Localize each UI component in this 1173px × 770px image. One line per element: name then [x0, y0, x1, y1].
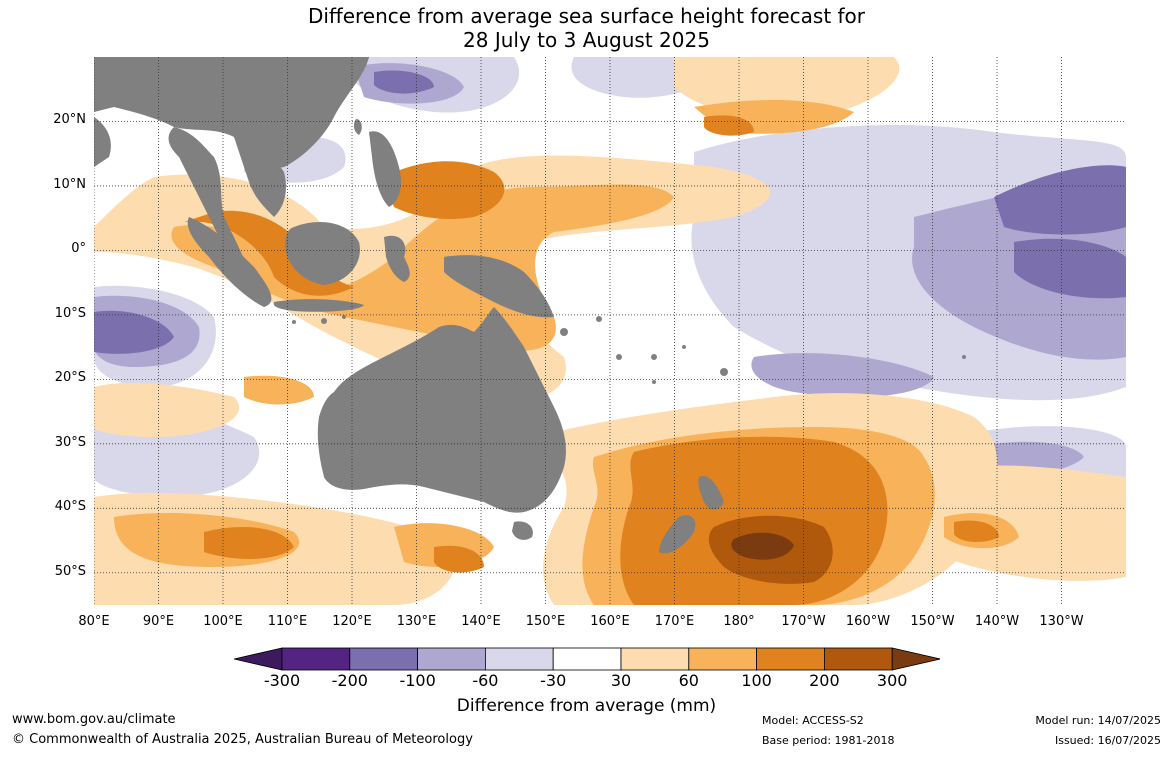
- anomaly-fields: [94, 57, 1126, 605]
- colorbar-tick-label: -300: [263, 671, 301, 690]
- colorbar-segment: [824, 647, 893, 671]
- longitude-tick-label: 160°E: [590, 614, 630, 629]
- longitude-tick-label: 170°W: [781, 614, 826, 629]
- longitude-tick-label: 160°W: [845, 614, 891, 629]
- latitude-tick-label: 30°S: [54, 434, 86, 450]
- colorbar-tick-label: -200: [331, 671, 368, 690]
- colorbar-extend-high: [891, 647, 940, 671]
- colorbar-tick-label: 200: [809, 671, 840, 690]
- colorbar-tick-label: 30: [610, 671, 632, 690]
- colorbar: [234, 647, 940, 671]
- colorbar-segment: [417, 647, 486, 671]
- longitude-tick-label: 140°W: [974, 614, 1020, 629]
- latitude-tick-label: 10°S: [54, 305, 86, 321]
- model-name: Model: ACCESS-S2: [762, 714, 864, 727]
- latitude-tick-label: 20°S: [54, 370, 86, 386]
- map-title-line2: 28 July to 3 August 2025: [463, 28, 710, 52]
- map-panel: [94, 57, 1126, 605]
- longitude-tick-label: 120°E: [332, 614, 372, 629]
- colorbar-tick-label: -60: [472, 671, 499, 690]
- colorbar-tick-label: 100: [741, 671, 772, 690]
- longitude-tick-label: 130°E: [396, 614, 437, 629]
- latitude-tick-label: 50°S: [54, 563, 86, 579]
- longitude-tick-label: 130°W: [1039, 614, 1084, 629]
- map-title: Difference from average sea surface heig…: [0, 4, 1173, 52]
- colorbar-segment: [688, 647, 757, 671]
- website-link[interactable]: www.bom.gov.au/climate: [12, 712, 176, 727]
- graticule: [94, 57, 1126, 605]
- colorbar-tick-label: 300: [876, 671, 908, 690]
- longitude-tick-label: 150°W: [910, 614, 955, 629]
- colorbar-tick-label: -100: [399, 671, 436, 690]
- longitude-tick-label: 150°E: [525, 614, 566, 629]
- colorbar-segment: [552, 647, 622, 671]
- copyright-text: © Commonwealth of Australia 2025, Austra…: [12, 732, 473, 747]
- latitude-tick-label: 20°N: [53, 112, 86, 128]
- base-period: Base period: 1981-2018: [762, 734, 895, 747]
- longitude-tick-label: 90°E: [142, 614, 175, 629]
- colorbar-segment: [349, 647, 419, 671]
- issued-date: Issued: 16/07/2025: [1054, 734, 1161, 747]
- colorbar-segment: [756, 647, 825, 671]
- longitude-tick-label: 140°E: [461, 614, 501, 629]
- colorbar-segment: [281, 647, 351, 671]
- colorbar-segment: [620, 647, 690, 671]
- colorbar-extend-low: [234, 647, 283, 671]
- map-title-line1: Difference from average sea surface heig…: [307, 4, 866, 28]
- latitude-tick-label: 40°S: [54, 499, 86, 515]
- colorbar-tick-label: -30: [540, 671, 567, 690]
- longitude-tick-label: 110°E: [267, 614, 308, 629]
- longitude-tick-label: 80°E: [78, 614, 110, 629]
- longitude-tick-label: 170°E: [654, 614, 695, 629]
- anomaly-map: [94, 57, 1126, 605]
- colorbar-title: Difference from average (mm): [456, 696, 717, 716]
- latitude-tick-label: 0°: [71, 241, 86, 257]
- latitude-tick-label: 10°N: [53, 176, 86, 192]
- longitude-tick-label: 180°: [723, 614, 755, 629]
- land-masses: [94, 57, 966, 554]
- colorbar-tick-label: 60: [678, 671, 699, 690]
- longitude-tick-label: 100°E: [203, 614, 243, 629]
- model-run-date: Model run: 14/07/2025: [1035, 714, 1161, 727]
- colorbar-segment: [484, 647, 554, 671]
